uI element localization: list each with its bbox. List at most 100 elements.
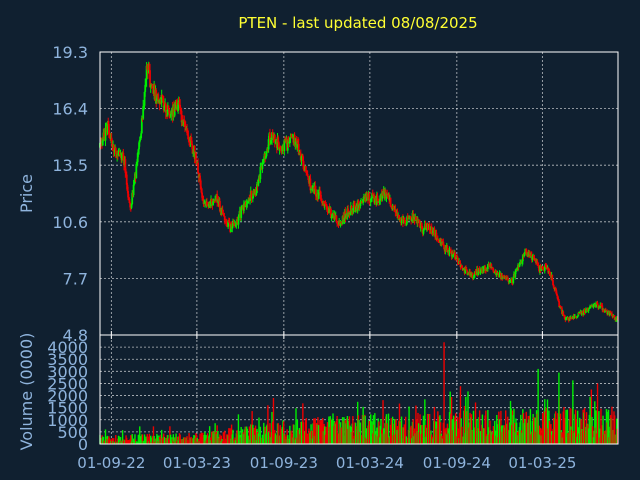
- volume-bar: [163, 437, 166, 444]
- candle-body: [163, 106, 166, 111]
- candle-body: [180, 110, 183, 123]
- volume-bar: [371, 421, 373, 444]
- candle-body: [257, 179, 260, 186]
- candle-body: [238, 214, 241, 217]
- volume-bar: [424, 425, 427, 444]
- candle-body: [562, 311, 565, 315]
- candle-body: [306, 171, 308, 175]
- volume-bar: [343, 417, 345, 444]
- candle-body: [418, 219, 421, 223]
- candle-body: [343, 219, 345, 221]
- volume-bar: [229, 428, 231, 444]
- candle-body: [455, 256, 458, 260]
- volume-bar: [237, 414, 240, 444]
- candle-body: [361, 202, 364, 204]
- candle-body: [386, 194, 389, 196]
- candle-body: [136, 153, 139, 163]
- candle-body: [143, 91, 146, 106]
- volume-bar: [153, 435, 155, 444]
- candle-body: [392, 206, 395, 209]
- candle-body: [310, 188, 312, 191]
- volume-bar: [470, 414, 473, 444]
- volume-bar: [300, 421, 303, 444]
- volume-bar: [594, 401, 596, 444]
- candle-body: [336, 223, 339, 225]
- candle-body: [466, 270, 469, 275]
- candle-body: [269, 133, 271, 144]
- candle-body: [471, 273, 474, 278]
- volume-bar: [534, 417, 536, 444]
- candle-body: [452, 254, 455, 256]
- candle-body: [186, 128, 188, 133]
- candle-body: [435, 232, 438, 240]
- candle-body: [334, 214, 336, 217]
- volume-bar: [596, 383, 599, 444]
- candle-body: [232, 222, 235, 224]
- candle-body: [551, 274, 554, 281]
- volume-tick-label: 500: [57, 423, 88, 442]
- candle-body: [406, 216, 408, 224]
- volume-bar: [455, 421, 458, 444]
- candle-body: [506, 278, 509, 280]
- volume-bar: [175, 433, 177, 444]
- candle-body: [311, 188, 314, 190]
- candle-body: [231, 226, 234, 229]
- volume-bar: [479, 431, 482, 444]
- candle-body: [135, 164, 138, 179]
- candle-body: [612, 315, 615, 318]
- x-tick-label: 01-09-22: [77, 454, 145, 472]
- candle-body: [406, 216, 409, 218]
- candle-body: [532, 255, 535, 258]
- candle-body: [357, 200, 360, 209]
- candle-body: [433, 228, 436, 236]
- volume-bar: [269, 423, 271, 444]
- volume-bar: [317, 425, 320, 444]
- candle-body: [302, 161, 305, 170]
- volume-bar: [232, 429, 234, 444]
- candle-body: [515, 270, 517, 273]
- candle-body: [162, 101, 165, 111]
- candle-body: [609, 312, 612, 314]
- volume-bar: [280, 428, 282, 444]
- volume-bar: [179, 434, 181, 444]
- candle-body: [192, 152, 195, 154]
- candle-body: [603, 311, 606, 313]
- candle-body: [237, 216, 240, 225]
- volume-tick-label: 0: [78, 435, 88, 454]
- volume-bar: [437, 411, 439, 444]
- candle-body: [405, 223, 408, 225]
- candle-body: [402, 218, 405, 224]
- candle-body: [510, 278, 513, 283]
- candle-body: [281, 146, 284, 152]
- candle-body: [187, 135, 190, 140]
- candle-body: [424, 224, 427, 229]
- volume-bar: [131, 434, 133, 444]
- candle-body: [429, 229, 432, 231]
- candle-body: [441, 239, 443, 243]
- volume-bar: [390, 418, 392, 444]
- candle-body: [454, 258, 457, 260]
- candle-body: [169, 114, 172, 116]
- candle-body: [409, 216, 412, 220]
- candle-body: [148, 65, 151, 71]
- candle-body: [283, 139, 286, 152]
- candle-body: [472, 276, 475, 278]
- candle-body: [386, 193, 389, 195]
- candle-body: [167, 105, 170, 110]
- candle-body: [436, 238, 439, 240]
- candle-body: [223, 216, 226, 221]
- candle-body: [379, 195, 382, 201]
- candle-body: [297, 143, 300, 155]
- candle-body: [271, 132, 273, 140]
- candle-body: [404, 222, 407, 224]
- candle-body: [456, 257, 459, 263]
- candle-body: [369, 198, 372, 203]
- candle-body: [267, 139, 270, 150]
- volume-bar: [148, 433, 151, 444]
- candle-body: [378, 200, 381, 203]
- candle-body: [288, 137, 291, 142]
- candle-body: [149, 84, 152, 88]
- volume-bar: [459, 386, 462, 444]
- candle-body: [399, 218, 402, 223]
